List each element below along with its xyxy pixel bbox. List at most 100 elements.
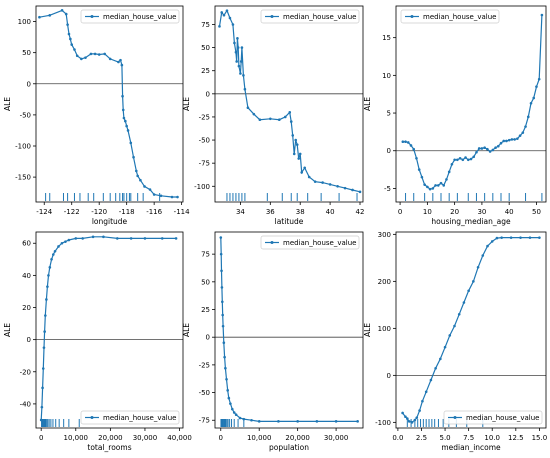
- x-tick-label: -114: [174, 208, 190, 216]
- x-tick-label: 0: [398, 208, 402, 216]
- data-point: [496, 144, 500, 148]
- legend-label: median_house_value: [423, 13, 496, 21]
- x-tick-label: 7.5: [463, 434, 474, 442]
- data-point: [447, 170, 451, 174]
- data-point: [117, 60, 120, 64]
- data-point: [428, 187, 432, 191]
- data-point: [246, 106, 250, 109]
- legend: median_house_value: [260, 9, 360, 24]
- data-point: [93, 52, 97, 56]
- data-point: [125, 124, 128, 128]
- data-point: [488, 150, 492, 153]
- data-point: [219, 252, 223, 256]
- data-point: [222, 341, 226, 345]
- legend-marker: [90, 416, 94, 419]
- data-point: [457, 312, 461, 316]
- data-point: [129, 141, 133, 145]
- data-point: [295, 143, 299, 146]
- data-point: [70, 43, 74, 46]
- data-point: [242, 74, 245, 77]
- data-point: [486, 244, 489, 248]
- legend-box: [400, 9, 500, 24]
- data-point: [500, 236, 503, 239]
- legend-box: [80, 9, 180, 24]
- data-point: [220, 269, 223, 273]
- x-tick-label: 20: [450, 208, 459, 216]
- data-point: [358, 190, 362, 194]
- data-point: [475, 150, 478, 154]
- data-point: [434, 367, 437, 370]
- y-tick-label: 60: [22, 240, 31, 248]
- data-point: [223, 355, 226, 359]
- data-point: [64, 12, 68, 16]
- data-point: [292, 152, 296, 156]
- data-point: [235, 60, 238, 63]
- data-point: [505, 139, 508, 143]
- data-point: [237, 64, 241, 68]
- data-point: [120, 63, 124, 67]
- data-point: [257, 420, 261, 423]
- y-tick-label: -75: [199, 160, 210, 168]
- data-point: [139, 178, 142, 182]
- y-tick-label: -25: [199, 361, 210, 369]
- data-point: [415, 156, 418, 160]
- data-point: [507, 138, 511, 142]
- data-point: [410, 421, 414, 424]
- data-point: [228, 16, 232, 20]
- series-line: [220, 237, 358, 422]
- data-point: [43, 330, 46, 333]
- data-point: [41, 367, 45, 370]
- x-axis-label: population: [269, 443, 309, 452]
- data-point: [91, 235, 95, 239]
- data-point: [291, 134, 295, 137]
- data-point: [426, 185, 429, 189]
- x-axis-label: latitude: [275, 217, 304, 226]
- data-point: [404, 140, 407, 143]
- data-point: [288, 111, 292, 114]
- x-tick-label: -116: [146, 208, 162, 216]
- data-point: [413, 418, 417, 422]
- data-point: [159, 194, 163, 198]
- data-point: [472, 280, 475, 283]
- data-point: [132, 155, 135, 159]
- data-point: [67, 238, 71, 242]
- data-point: [222, 13, 226, 17]
- x-tick-label: 50: [532, 208, 541, 216]
- data-point: [233, 41, 236, 45]
- legend-marker: [90, 15, 94, 18]
- data-point: [41, 386, 44, 390]
- data-point: [509, 236, 513, 239]
- y-tick-label: 0: [206, 334, 210, 342]
- legend-marker: [270, 15, 274, 18]
- plot-frame: [395, 231, 547, 429]
- data-point: [236, 46, 240, 49]
- legend: median_house_value: [443, 410, 543, 425]
- ale-panel: -124 -122 -120 -118 -116 -114 -150 -100 -50 0 50 10…: [3, 5, 190, 226]
- data-point: [315, 420, 319, 423]
- data-point: [307, 175, 311, 179]
- x-tick-label: 30,000: [133, 434, 158, 442]
- data-point: [537, 77, 541, 81]
- y-tick-label: 50: [201, 44, 210, 52]
- data-point: [404, 415, 407, 419]
- ale-panel: 0 10 20 30 40 50 -5 0 5 10 15 housing_median_age ALE…: [363, 5, 547, 226]
- data-point: [221, 313, 224, 317]
- data-point: [321, 181, 324, 184]
- y-tick-label: 200: [378, 278, 391, 286]
- data-point: [269, 117, 272, 121]
- data-point: [240, 46, 244, 49]
- data-point: [439, 181, 443, 185]
- legend-label: median_house_value: [103, 414, 176, 422]
- data-point: [481, 254, 485, 257]
- y-tick-label: 0: [27, 80, 31, 88]
- data-point: [232, 411, 236, 414]
- y-tick-label: -75: [199, 417, 210, 425]
- data-point: [48, 266, 52, 269]
- y-axis-label: ALE: [182, 323, 191, 337]
- x-tick-label: -118: [119, 208, 135, 216]
- data-point: [297, 157, 301, 160]
- data-point: [502, 139, 506, 143]
- data-point: [74, 237, 78, 240]
- data-point: [538, 236, 541, 239]
- data-point: [526, 115, 530, 119]
